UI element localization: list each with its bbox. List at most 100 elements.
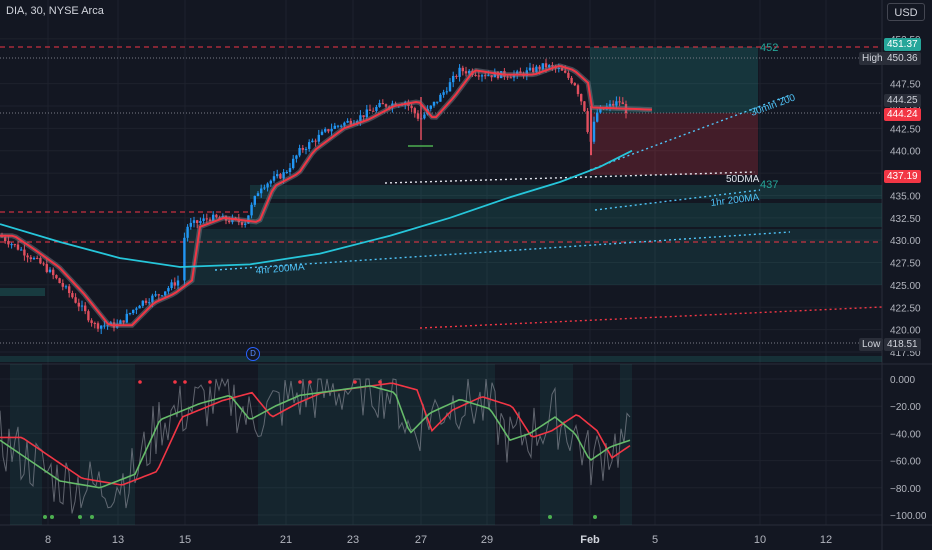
- symbol-title[interactable]: DIA, 30, NYSE Arca: [6, 5, 104, 17]
- candle-body: [621, 102, 624, 105]
- candle-body: [20, 249, 23, 251]
- candle-body: [458, 67, 461, 77]
- demand-zone-lower: [185, 229, 882, 285]
- candle-body: [452, 75, 455, 83]
- price-axis[interactable]: 452.50447.50445.00442.50440.00437.50435.…: [890, 35, 921, 359]
- price-tick-label: 430.00: [890, 236, 921, 247]
- dividend-marker-icon[interactable]: D: [246, 347, 260, 361]
- candle-body: [61, 283, 64, 287]
- candle-body: [359, 115, 362, 122]
- currency-button[interactable]: USD: [887, 3, 925, 21]
- candle-body: [336, 125, 340, 127]
- candle-body: [343, 122, 346, 126]
- candle-body: [564, 70, 567, 73]
- candle-body: [240, 222, 244, 225]
- candle-body: [93, 322, 96, 324]
- candle-body: [548, 65, 551, 68]
- candle-body: [612, 103, 615, 106]
- candle-body: [490, 75, 493, 78]
- trendline-red-dotted[interactable]: [419, 306, 883, 329]
- candle-body: [480, 75, 484, 77]
- candle-body: [141, 300, 144, 306]
- oscillator-background: [10, 364, 632, 525]
- trendline-4hr-200[interactable]: [214, 231, 791, 271]
- demand-zone-left: [0, 288, 45, 296]
- candle-body: [311, 140, 314, 143]
- oscillator-tick-label: −80.00: [890, 484, 921, 495]
- oscillator-fast-line[interactable]: [0, 385, 631, 489]
- candle-body: [192, 220, 196, 223]
- candle-body: [160, 295, 164, 297]
- candle-body: [292, 158, 295, 169]
- candle-body: [196, 220, 199, 224]
- candle-body: [464, 71, 468, 74]
- candle-body: [378, 102, 381, 107]
- candle-body: [317, 134, 320, 142]
- candle-body: [48, 269, 52, 272]
- candle-body: [320, 131, 324, 135]
- candle-body: [32, 257, 36, 260]
- time-tick-label: Feb: [580, 534, 600, 546]
- candle-body: [68, 286, 71, 294]
- candle-body: [285, 171, 288, 173]
- candle-body: [144, 300, 148, 303]
- time-tick-label: 13: [112, 534, 124, 546]
- candle-body: [615, 101, 618, 106]
- candle-body: [26, 255, 29, 258]
- oscillator-slow-line[interactable]: [0, 382, 631, 486]
- time-tick-label: 10: [754, 534, 766, 546]
- candle-body: [282, 172, 285, 179]
- demand-zone-upper: [250, 185, 882, 199]
- oscillator-axis[interactable]: 0.000 −20.00 −40.00 −60.00 −80.00 −100.00: [890, 375, 927, 522]
- candle-body: [384, 104, 388, 107]
- candle-body: [103, 325, 106, 327]
- candle-body: [618, 101, 621, 103]
- oscillator-tick-label: −60.00: [890, 457, 921, 468]
- candle-body: [183, 237, 186, 281]
- candle-body: [487, 75, 490, 77]
- candle-body: [436, 101, 439, 103]
- time-tick-label: 8: [45, 534, 51, 546]
- time-axis[interactable]: 8 13 15 21 23 27 29 Feb 5 10 12: [45, 534, 832, 546]
- ema-line[interactable]: [0, 64, 653, 327]
- price-tick-label: 442.50: [890, 124, 921, 135]
- time-tick-label: 23: [347, 534, 359, 546]
- candle-body: [340, 125, 343, 127]
- candle-body: [535, 66, 538, 73]
- oscillator-raw-line: [0, 377, 631, 514]
- candle-body: [132, 309, 135, 314]
- candle-body: [16, 244, 20, 250]
- label-50dma: 50DMA: [726, 174, 760, 185]
- candle-body: [333, 125, 336, 129]
- price-tick-label: 447.50: [890, 80, 921, 91]
- oscillator-tick-label: −40.00: [890, 429, 921, 440]
- candle-body: [55, 275, 58, 279]
- candle-body: [509, 77, 512, 79]
- current-price-badge: 444.25: [884, 94, 921, 107]
- candle-body: [45, 264, 48, 272]
- oscillator-tick-label: 0.000: [890, 375, 915, 386]
- candle-body: [100, 325, 103, 329]
- price-tick-label: 417.50: [890, 348, 921, 359]
- trendline-30min-200[interactable]: [589, 94, 791, 171]
- candle-body: [128, 313, 132, 315]
- candle-body: [324, 129, 327, 132]
- high-value-badge: 450.36: [884, 52, 921, 65]
- candle-body: [445, 91, 448, 93]
- candle-body: [576, 85, 580, 95]
- base-zone: [0, 356, 882, 362]
- demand-zone-mid: [250, 203, 882, 227]
- candle-body: [250, 204, 253, 216]
- candle-body: [573, 83, 576, 86]
- candle-body: [276, 174, 279, 177]
- candle-body: [477, 75, 480, 77]
- candle-body: [474, 74, 477, 76]
- candle-body: [74, 297, 77, 303]
- candle-body: [413, 108, 416, 114]
- candle-body: [256, 193, 260, 197]
- price-tick-label: 425.00: [890, 281, 921, 292]
- candle-body: [330, 128, 333, 132]
- time-tick-label: 21: [280, 534, 292, 546]
- ma200-line[interactable]: [0, 149, 633, 268]
